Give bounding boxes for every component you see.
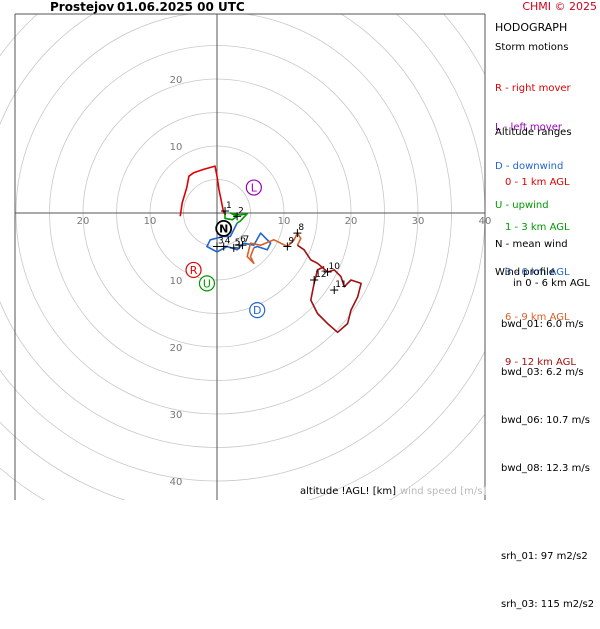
height-label: 9 [288,237,294,247]
storm-marker-label: L [251,182,258,195]
y-tick-label: 10 [170,276,183,287]
bwd-03: bwd_03: 6.2 m/s [501,367,584,378]
series-lines [179,165,362,334]
altitude-3-6: 3 - 6 km AGL [505,267,570,278]
height-label: 12 [315,270,326,280]
panel-title: HODOGRAPH [495,21,568,34]
legend-text: U - upwind [495,200,549,211]
wind-profile-list: bwd_01: 6.0 m/s bwd_03: 6.2 m/s bwd_06: … [501,285,594,629]
series-line-3 [206,222,272,253]
storm-marker-label: U [203,277,211,290]
height-label: 10 [329,262,341,272]
altitude-0-1: 0 - 1 km AGL [505,177,570,188]
station-name: Prostejov [50,0,115,14]
y-tick-label: 10 [170,142,183,153]
series-line-5 [296,244,362,334]
altitude-6-9: 6 - 9 km AGL [505,312,570,323]
range-rings [0,14,485,500]
altitude-label: altitude !AGL! [km] [300,486,397,497]
storm-motions-legend: R - right mover L - left mover D - downw… [495,56,590,303]
height-label: 8 [298,223,304,233]
x-tick-label: 20 [345,216,358,227]
height-label: 4 [225,237,231,247]
storm-marker-circle [245,179,262,196]
altitude-9-12: 9 - 12 km AGL [505,357,576,368]
series-line-2 [224,211,248,224]
bwd-06: bwd_06: 10.7 m/s [501,415,590,426]
legend-right-mover: R - right mover [495,82,590,95]
y-tick-label: 30 [170,410,183,421]
legend-text: N - mean wind [495,239,568,250]
height-label: 3 [218,237,224,247]
y-tick-label: 20 [170,343,183,354]
storm-motions-title: Storm motions [495,42,569,53]
legend-upwind: U - upwind [495,199,590,212]
x-tick-label: 10 [144,216,157,227]
storm-marker-circle [215,220,233,237]
storm-marker-label: R [190,264,198,277]
srh-01: srh_01: 97 m2/s2 [501,551,588,562]
datetime: 01.06.2025 00 UTC [117,0,245,14]
series-line-4 [246,232,302,265]
altitude-ranges-title: Altitude ranges [495,127,572,138]
storm-motion-markers: N L RU D [185,179,266,319]
storm-marker-circle [249,302,266,319]
legend-mean-wind-range: in 0 - 6 km AGL [495,277,590,290]
wind-speed-label: wind speed [m/s] [400,486,487,497]
tick-labels: 20 10 10 20 30 40 20 10 10 20 30 40 [77,75,492,488]
range-ring [0,413,485,500]
height-label: 5 [235,238,241,248]
legend-mean-wind: N - mean wind [495,238,590,251]
x-tick-label: 40 [479,216,492,227]
legend-text: R - right mover [495,83,571,94]
storm-marker-circle [198,275,216,292]
x-tick-label: 30 [412,216,425,227]
storm-marker-label: D [253,304,261,317]
srh-03: srh_03: 115 m2/s2 [501,599,595,610]
legend-text: D - downwind [495,161,564,172]
legend-downwind: D - downwind [495,160,590,173]
spacer [501,509,594,517]
height-label: 2 [238,206,244,216]
wind-profile-title: Wind profile [495,267,555,278]
x-tick-label: 20 [77,216,90,227]
legend-text: L - left mover [495,122,562,133]
height-label: 11 [335,280,346,290]
copyright: CHMI © 2025 [522,0,597,13]
y-tick-label: 40 [170,477,183,488]
height-label: 6 [240,235,246,245]
axes [14,13,486,500]
range-ring [0,14,485,500]
height-label: 1 [226,201,232,211]
storm-marker-circle [185,261,202,279]
altitude-1-3: 1 - 3 km AGL [505,222,570,233]
legend-text: in 0 - 6 km AGL [513,278,590,289]
legend-left-mover: L - left mover [495,121,590,134]
y-tick-label: 20 [170,75,183,86]
storm-marker-label: N [219,222,228,235]
bwd-08: bwd_08: 12.3 m/s [501,463,590,474]
series-line-1 [179,165,226,217]
altitude-ranges-legend: 0 - 1 km AGL 1 - 3 km AGL 3 - 6 km AGL 6… [505,145,576,385]
x-tick-label: 10 [278,216,291,227]
height-label: 7 [243,235,249,245]
bwd-01: bwd_01: 6.0 m/s [501,319,584,330]
